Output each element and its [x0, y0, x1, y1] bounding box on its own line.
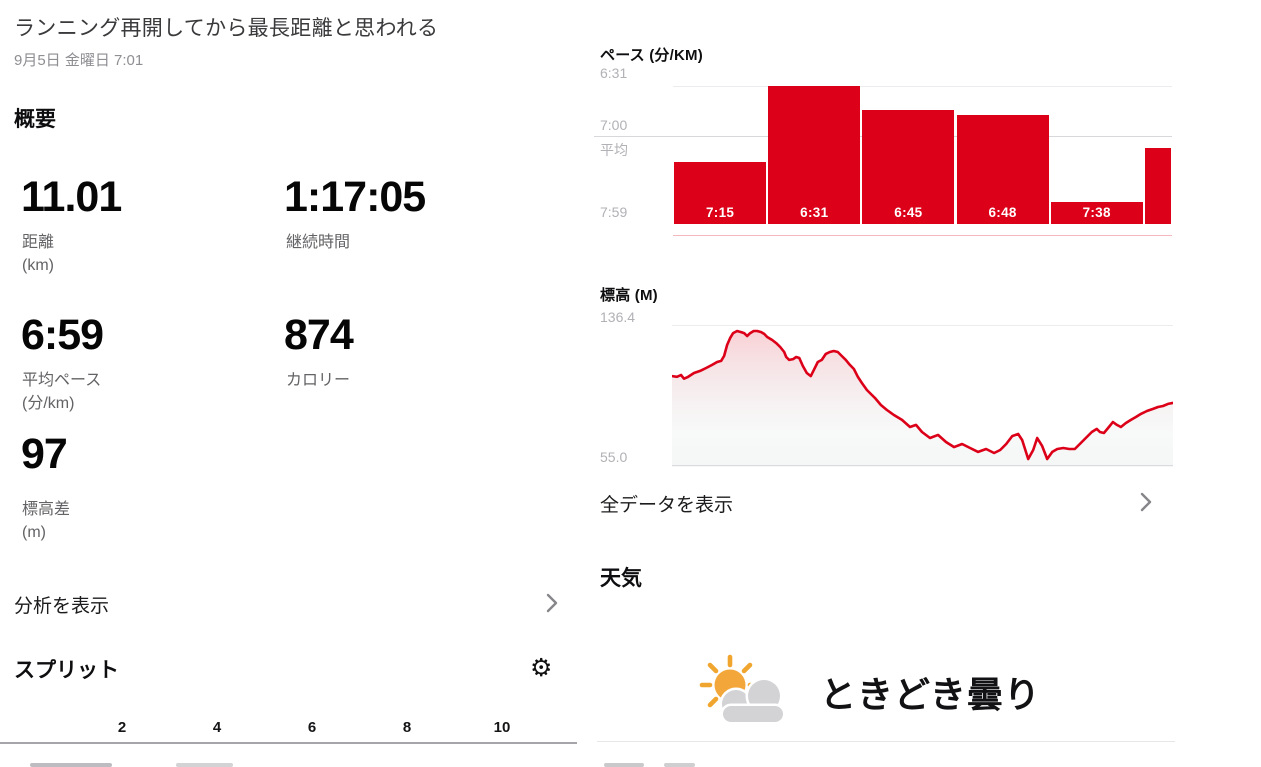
show-analysis-label: 分析を表示 [14, 596, 110, 617]
stat-elevation-gain-label: 標高差 (m) [22, 498, 70, 544]
pace-bar: 6:45 [862, 109, 955, 224]
stat-unit-text: (m) [22, 524, 46, 541]
splits-axis-tick: 10 [493, 719, 511, 736]
stat-label-text: 継続時間 [286, 234, 351, 251]
splits-axis: 2 4 6 8 10 [0, 719, 560, 739]
overview-heading: 概要 [14, 108, 56, 131]
splits-axis-tick: 2 [117, 719, 127, 736]
elevation-area-chart [672, 329, 1173, 467]
stat-label-text: 標高差 [22, 501, 71, 518]
elevation-chart-title: 標高 (M) [600, 287, 658, 304]
stat-unit-text: (km) [22, 257, 54, 274]
pace-bar [1144, 148, 1171, 224]
pace-bar-label: 7:15 [705, 204, 735, 220]
splits-heading: スプリット [14, 659, 119, 682]
weather-heading: 天気 [600, 567, 642, 590]
cropped-content [664, 763, 695, 767]
pace-gridline-top [673, 85, 1172, 87]
gear-icon[interactable]: ⚙ [530, 654, 553, 682]
sun-behind-cloud-icon [699, 654, 786, 725]
splits-axis-line [0, 742, 577, 744]
cropped-content [30, 763, 112, 767]
pace-axis-bottom-label: 7:59 [600, 204, 628, 220]
elevation-max-label: 136.4 [600, 309, 636, 325]
pace-bar: 6:48 [956, 115, 1049, 224]
pace-chart-title: ペース (分/KM) [600, 47, 703, 64]
pace-bar-label: 7:38 [1082, 205, 1111, 220]
stat-avg-pace-value: 6:59 [21, 311, 104, 359]
chevron-right-icon [1140, 492, 1152, 518]
show-all-data-row[interactable]: 全データを表示 [600, 490, 1160, 516]
show-all-data-label: 全データを表示 [600, 495, 734, 516]
stat-avg-pace-label: 平均ペース (分/km) [22, 369, 101, 415]
elevation-gridline-top [672, 325, 1173, 326]
pace-bar-label: 6:31 [800, 204, 829, 220]
elevation-baseline [672, 465, 1173, 466]
activity-title: ランニング再開してから最長距離と思われる [14, 17, 439, 40]
pace-bar: 7:38 [1050, 201, 1143, 224]
stat-label-text: 平均ペース [22, 372, 102, 389]
stat-elevation-gain-value: 97 [21, 430, 68, 478]
cropped-content [176, 763, 233, 767]
pace-axis-avg-label: 7:00 [600, 117, 628, 133]
stat-distance-label: 距離 (km) [22, 231, 54, 277]
splits-axis-tick: 8 [402, 719, 412, 736]
pace-axis-top-label: 6:31 [600, 65, 628, 81]
stat-unit-text: (分/km) [22, 395, 75, 412]
pace-axis-avg-sublabel: 平均 [600, 142, 628, 158]
stat-label-text: カロリー [286, 372, 351, 389]
cloud-icon [719, 677, 786, 725]
elevation-fill [672, 331, 1173, 467]
splits-axis-tick: 6 [307, 719, 317, 736]
weather-condition: ときどき曇り [820, 674, 1041, 715]
stat-label-text: 距離 [22, 234, 55, 251]
activity-datetime: 9月5日 金曜日 7:01 [14, 52, 144, 69]
section-divider [597, 741, 1175, 742]
stat-calories-label: カロリー [286, 369, 350, 392]
pace-bar: 6:31 [768, 85, 861, 224]
stat-distance-value: 11.01 [21, 173, 122, 221]
pace-baseline [673, 235, 1172, 236]
stat-duration-value: 1:17:05 [284, 173, 426, 221]
stat-calories-value: 874 [284, 311, 354, 359]
cropped-content [604, 763, 644, 767]
chevron-right-icon [546, 593, 558, 619]
pace-bar-label: 6:45 [894, 204, 923, 220]
elevation-line [672, 329, 1173, 461]
pace-bar: 7:15 [674, 161, 767, 224]
elevation-min-label: 55.0 [600, 449, 628, 465]
pace-bar-label: 6:48 [988, 204, 1017, 220]
show-analysis-row[interactable]: 分析を表示 [14, 591, 560, 617]
splits-axis-tick: 4 [212, 719, 222, 736]
stat-duration-label: 継続時間 [286, 231, 350, 254]
